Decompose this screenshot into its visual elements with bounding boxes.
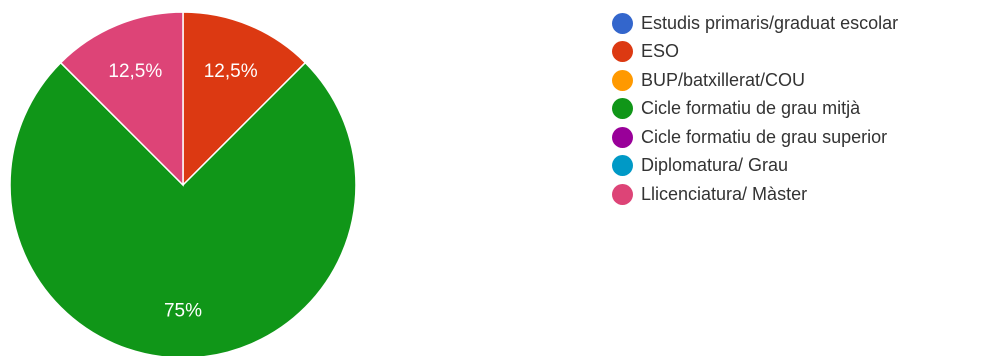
- legend-item[interactable]: ESO: [612, 38, 898, 67]
- pie-data-labels: 12,5% 75% 12,5%: [108, 61, 257, 322]
- legend-swatch-icon: [612, 69, 633, 91]
- legend-item[interactable]: Llicenciatura/ Màster: [612, 180, 898, 209]
- pie-chart: 12,5% 75% 12,5%: [9, 11, 357, 356]
- legend-item[interactable]: BUP/batxillerat/COU: [612, 66, 898, 95]
- pie-data-label-2: 12,5%: [204, 61, 258, 82]
- legend-label: Estudis primaris/graduat escolar: [641, 12, 899, 33]
- legend-item[interactable]: Diplomatura/ Grau: [612, 152, 898, 181]
- legend-item[interactable]: Cicle formatiu de grau superior: [612, 123, 898, 152]
- legend-swatch-icon: [612, 98, 633, 120]
- legend-swatch-icon: [612, 155, 633, 177]
- legend-label: BUP/batxillerat/COU: [641, 69, 806, 90]
- legend-swatch-icon: [612, 12, 633, 34]
- pie-slices: [9, 11, 357, 356]
- legend-label: ESO: [641, 41, 680, 62]
- legend-label: Cicle formatiu de grau superior: [641, 126, 888, 147]
- pie-data-label-7: 12,5%: [108, 61, 162, 82]
- legend-label: Llicenciatura/ Màster: [641, 183, 808, 204]
- pie-slice-7[interactable]: [59, 11, 184, 187]
- legend-swatch-icon: [612, 183, 633, 205]
- legend-label: Diplomatura/ Grau: [641, 155, 789, 176]
- legend-item[interactable]: Cicle formatiu de grau mitjà: [612, 95, 898, 124]
- pie-data-label-4: 75%: [164, 301, 202, 322]
- pie-slice-4[interactable]: [9, 61, 357, 356]
- legend-swatch-icon: [612, 126, 633, 148]
- legend-label: Cicle formatiu de grau mitjà: [641, 98, 861, 119]
- legend-item[interactable]: Estudis primaris/graduat escolar: [612, 9, 898, 38]
- legend-swatch-icon: [612, 41, 633, 63]
- pie-slice-2[interactable]: [182, 11, 307, 187]
- chart-legend: Estudis primaris/graduat escolar ESO BUP/b…: [612, 9, 898, 209]
